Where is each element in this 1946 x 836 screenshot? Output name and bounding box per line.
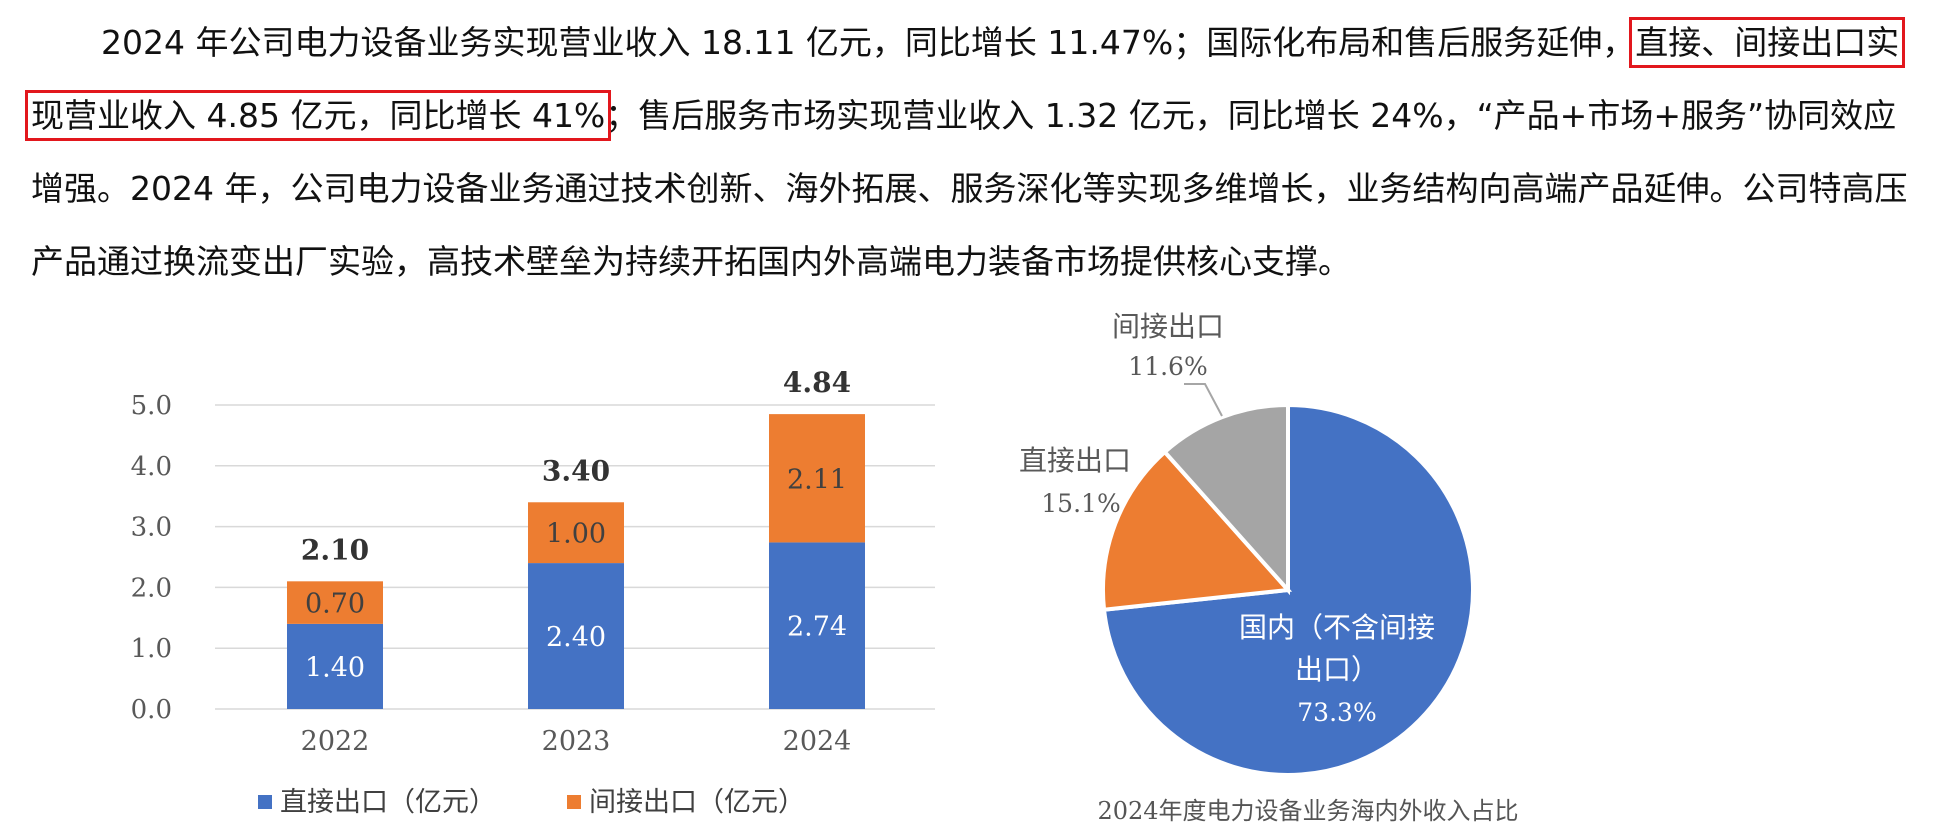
x-tick-label: 2024	[783, 726, 852, 757]
bar-series	[287, 414, 865, 709]
y-tick-label: 0.0	[131, 695, 172, 725]
y-tick-label: 1.0	[131, 634, 172, 664]
pie-label-domestic-name-2: 出口）	[1295, 653, 1379, 686]
pie-slice-domestic	[1101, 402, 1475, 777]
bar-total-label: 3.40	[542, 454, 610, 487]
bar-value-label: 2.11	[787, 464, 847, 495]
legend-swatch-indirect	[567, 795, 581, 809]
pie-slices	[1101, 402, 1475, 777]
highlighted-export-revenue: 直接、间接出口实现营业收入 4.85 亿元，同比增长 41%	[24, 17, 1906, 141]
pie-slice-indirect-export	[1161, 402, 1290, 596]
x-tick-label: 2023	[542, 726, 611, 757]
pie-title: 2024年度电力设备业务海内外收入占比	[1097, 797, 1518, 825]
legend-label-direct: 直接出口（亿元）	[280, 787, 496, 818]
bar-direct-export	[528, 563, 624, 709]
pie-label-indirect-name: 间接出口	[1112, 310, 1224, 343]
stacked-bar-chart: 0.0 1.0 2.0 3.0 4.0 5.0 1.40 0.70 2.10 2.40 1.00 3…	[131, 366, 935, 818]
bar-value-label: 1.00	[546, 519, 606, 550]
bar-indirect-export	[528, 502, 624, 564]
pie-leader-line	[1184, 383, 1223, 417]
bar-y-tick-labels: 0.0 1.0 2.0 3.0 4.0 5.0	[131, 391, 172, 725]
bar-indirect-export	[769, 414, 865, 543]
pie-label-direct-name: 直接出口	[1019, 444, 1131, 477]
bar-total-label: 4.84	[783, 366, 851, 399]
bar-value-label: 1.40	[305, 652, 365, 683]
bar-x-tick-labels: 2022 2023 2024	[301, 726, 852, 757]
paragraph-sentence-2: ；售后服务市场实现营业收入 1.32 亿元，同比增长 24%，“产品+市场+服务…	[31, 96, 1908, 281]
pie-label-domestic-name: 国内（不含间接	[1239, 611, 1435, 644]
legend-swatch-direct	[258, 795, 272, 809]
bar-direct-export	[287, 623, 383, 709]
bar-data-labels: 1.40 0.70 2.10 2.40 1.00 3.40 2.74 2.11 4.84	[301, 366, 851, 683]
paragraph-sentence-1: 2024 年公司电力设备业务实现营业收入 18.11 亿元，同比增长 11.47…	[101, 23, 1636, 62]
pie-label-domestic-value: 73.3%	[1297, 698, 1376, 727]
bar-legend: 直接出口（亿元） 间接出口（亿元）	[258, 787, 805, 818]
body-paragraph: 2024 年公司电力设备业务实现营业收入 18.11 亿元，同比增长 11.47…	[24, 6, 1921, 298]
bar-value-label: 2.40	[546, 622, 606, 653]
bar-direct-export	[769, 542, 865, 709]
x-tick-label: 2022	[301, 726, 370, 757]
bar-value-label: 0.70	[305, 589, 365, 620]
y-tick-label: 3.0	[131, 513, 172, 543]
bar-indirect-export	[287, 581, 383, 624]
legend-label-indirect: 间接出口（亿元）	[589, 787, 805, 818]
y-tick-label: 2.0	[131, 573, 172, 603]
pie-label-direct-value: 15.1%	[1041, 489, 1120, 518]
bar-value-label: 2.74	[787, 612, 847, 643]
y-tick-label: 5.0	[131, 391, 172, 421]
pie-slice-direct-export	[1101, 449, 1293, 612]
bar-total-label: 2.10	[301, 533, 369, 566]
pie-label-indirect-value: 11.6%	[1128, 352, 1207, 381]
y-tick-label: 4.0	[131, 452, 172, 482]
